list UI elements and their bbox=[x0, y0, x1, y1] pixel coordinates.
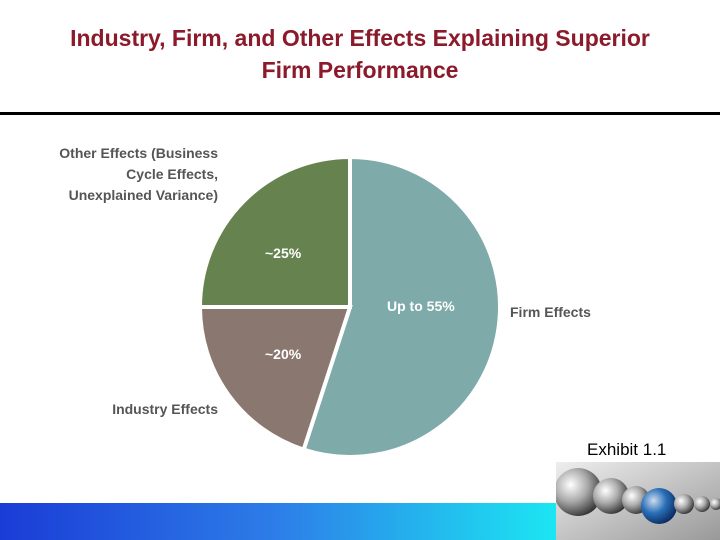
data-label: ~25% bbox=[265, 245, 302, 261]
annotation: Exhibit 1.1 bbox=[587, 440, 667, 459]
pie-slice bbox=[197, 154, 352, 309]
pie-slice bbox=[301, 154, 502, 459]
footer-banner bbox=[0, 503, 556, 540]
category-label: Firm Effects bbox=[510, 304, 591, 320]
category-label: Other Effects (Business Cycle Effects, U… bbox=[59, 145, 218, 203]
decoration bbox=[556, 462, 720, 540]
pie-slice bbox=[197, 305, 353, 453]
title-rule bbox=[0, 112, 720, 115]
data-label: ~20% bbox=[265, 346, 302, 362]
data-label: Up to 55% bbox=[387, 298, 455, 314]
chart-title: Industry, Firm, and Other Effects Explai… bbox=[70, 25, 650, 83]
category-label: Industry Effects bbox=[112, 401, 218, 417]
